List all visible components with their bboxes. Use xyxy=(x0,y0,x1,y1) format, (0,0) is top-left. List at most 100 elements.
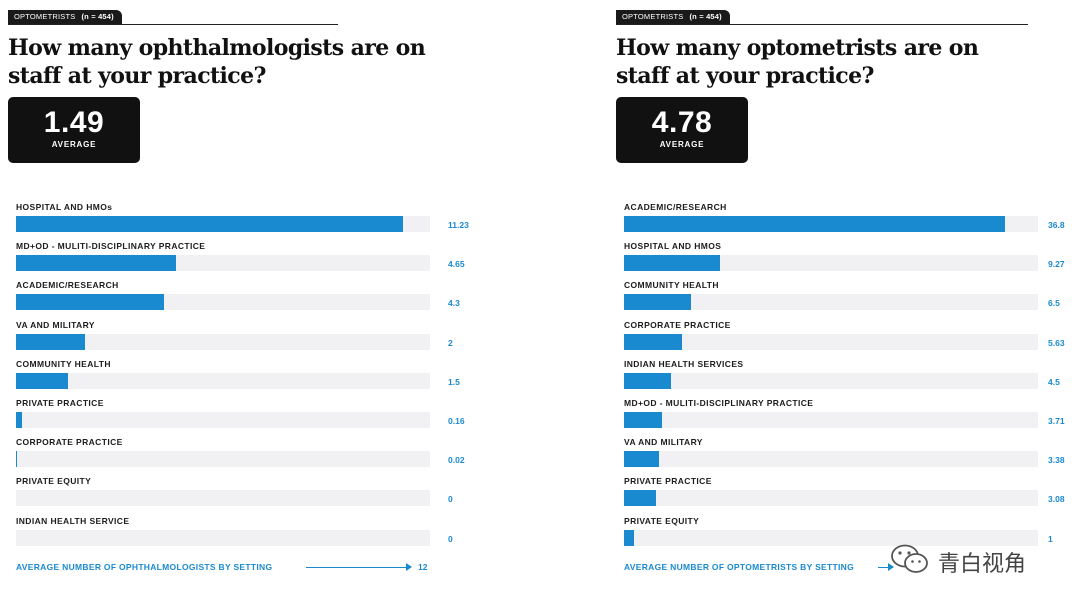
bar-category-label: PRIVATE PRACTICE xyxy=(624,476,712,487)
bar-category-label: MD+OD - MULITI-DISCIPLINARY PRACTICE xyxy=(624,398,814,408)
optometrists-panel: OPTOMETRISTS (n = 454) How many optometri… xyxy=(616,0,1065,608)
bar xyxy=(16,255,177,272)
bar-category-label: CORPORATE PRACTICE xyxy=(624,319,731,330)
bar-value-label: 3.71 xyxy=(1048,416,1065,426)
bar-track xyxy=(624,255,1038,272)
bar-row: ACADEMIC/RESEARCH 4.3 xyxy=(16,268,488,311)
bar-value-label: 4.5 xyxy=(1048,376,1060,387)
axis-max-label: 12 xyxy=(418,562,428,572)
axis-arrow-line xyxy=(878,567,888,568)
bar-row: CORPORATE PRACTICE 5.63 xyxy=(624,308,1080,350)
bar-track xyxy=(624,412,1038,428)
tag-sample-size: (n = 454) xyxy=(81,12,114,21)
average-label: AVERAGE xyxy=(51,140,97,149)
bar-value-label: 5.63 xyxy=(1048,337,1065,348)
bar-track xyxy=(624,451,1038,468)
average-label: AVERAGE xyxy=(659,140,705,149)
axis-arrow-line xyxy=(306,567,406,568)
tag-sample-size: (n = 454) xyxy=(689,12,722,21)
bar xyxy=(624,255,720,272)
bar-track xyxy=(16,333,430,350)
bar-category-label: MD+OD - MULITI-DISCIPLINARY PRACTICE xyxy=(16,241,206,252)
bar-row: CORPORATE PRACTICE 0.02 xyxy=(16,425,488,468)
bar-track xyxy=(16,372,430,389)
bar-value-label: 3.38 xyxy=(1048,455,1065,466)
bar xyxy=(624,451,659,468)
bar xyxy=(624,372,671,389)
average-value: 1.49 xyxy=(43,106,105,139)
bar-track xyxy=(16,255,430,272)
bar-track xyxy=(624,294,1038,311)
bar-track xyxy=(624,216,1038,232)
survey-tag: OPTOMETRISTS (n = 454) xyxy=(8,10,122,24)
bar-track xyxy=(16,529,430,546)
wechat-icon xyxy=(891,544,928,573)
survey-tag: OPTOMETRISTS (n = 454) xyxy=(616,10,730,24)
bar-category-label: VA AND MILITARY xyxy=(624,437,703,448)
watermark-text: 青白视角 xyxy=(938,552,1027,577)
bar-value-label: 1 xyxy=(1048,533,1053,544)
bar-category-label: INDIAN HEALTH SERVICES xyxy=(624,358,744,369)
axis-caption: AVERAGE NUMBER OF OPTOMETRISTS BY SETTIN… xyxy=(624,562,855,572)
bar-value-label: 0.16 xyxy=(448,416,465,426)
bar-row: ACADEMIC/RESEARCH 36.8 xyxy=(624,190,1080,232)
bar-value-label: 1.5 xyxy=(448,376,460,387)
header-rule xyxy=(8,24,338,25)
bar-row: INDIAN HEALTH SERVICE 0 xyxy=(16,504,488,546)
bar-category-label: PRIVATE EQUITY xyxy=(16,476,92,487)
bar-value-label: 2 xyxy=(448,337,453,348)
bar xyxy=(16,294,165,311)
bar-track xyxy=(624,333,1038,350)
bar-row: VA AND MILITARY 3.38 xyxy=(624,425,1080,468)
bar-row: PRIVATE PRACTICE 0.16 xyxy=(16,386,488,428)
tag-label: OPTOMETRISTS xyxy=(622,12,684,21)
bar xyxy=(16,412,22,428)
bar-row: PRIVATE EQUITY 0 xyxy=(16,464,488,507)
bar-category-label: PRIVATE PRACTICE xyxy=(16,398,104,408)
bar-track xyxy=(624,372,1038,389)
bar-value-label: 4.65 xyxy=(448,259,465,270)
bar xyxy=(16,216,404,232)
bar-category-label: INDIAN HEALTH SERVICE xyxy=(16,515,130,526)
tag-label: OPTOMETRISTS xyxy=(14,12,76,21)
bar-track xyxy=(16,294,430,311)
bar-category-label: HOSPITAL AND HMOS xyxy=(624,241,722,252)
bar-value-label: 3.08 xyxy=(1048,494,1065,505)
header-rule xyxy=(616,24,1028,25)
bar-value-label: 0 xyxy=(448,494,453,505)
bar-category-label: COMMUNITY HEALTH xyxy=(16,358,111,369)
bar-row: VA AND MILITARY 2 xyxy=(16,308,488,350)
axis-arrow-head xyxy=(888,563,894,571)
ophthalmologists-panel: OPTOMETRISTS (n = 454) How many ophthalmo… xyxy=(8,0,478,608)
bar xyxy=(624,412,663,428)
bar-value-label: 36.8 xyxy=(1048,220,1065,230)
bar-value-label: 9.27 xyxy=(1048,259,1065,270)
bar xyxy=(16,451,17,468)
bar-row: HOSPITAL AND HMOs 11.23 xyxy=(16,190,488,232)
bar-value-label: 6.5 xyxy=(1048,298,1060,309)
bar-category-label: COMMUNITY HEALTH xyxy=(624,280,719,291)
bar-row: HOSPITAL AND HMOS 9.27 xyxy=(624,229,1080,272)
bar-value-label: 0 xyxy=(448,533,453,544)
bar-row: MD+OD - MULITI-DISCIPLINARY PRACTICE 3.71 xyxy=(624,386,1080,428)
bar-category-label: VA AND MILITARY xyxy=(16,319,95,330)
bar-row: PRIVATE EQUITY 1 xyxy=(624,504,1080,546)
bar xyxy=(624,490,656,507)
axis-caption: AVERAGE NUMBER OF OPHTHALMOLOGISTS BY SE… xyxy=(16,562,273,572)
bar-track xyxy=(16,216,430,232)
bar-category-label: CORPORATE PRACTICE xyxy=(16,437,123,448)
bar xyxy=(16,333,85,350)
bar-row: COMMUNITY HEALTH 6.5 xyxy=(624,268,1080,311)
axis-arrow-head xyxy=(406,563,412,571)
question-title: How many ophthalmologists are on staff a… xyxy=(8,35,426,89)
bar xyxy=(624,529,635,546)
bar-category-label: ACADEMIC/RESEARCH xyxy=(624,202,727,212)
bar-row: PRIVATE PRACTICE 3.08 xyxy=(624,464,1080,507)
bar-category-label: ACADEMIC/RESEARCH xyxy=(16,280,119,291)
bar-category-label: HOSPITAL AND HMOs xyxy=(16,202,113,212)
bar xyxy=(624,333,683,350)
bar-track xyxy=(16,412,430,428)
question-title: How many optometrists are on staff at yo… xyxy=(616,35,979,89)
bar-row: COMMUNITY HEALTH 1.5 xyxy=(16,347,488,389)
bar xyxy=(16,372,68,389)
